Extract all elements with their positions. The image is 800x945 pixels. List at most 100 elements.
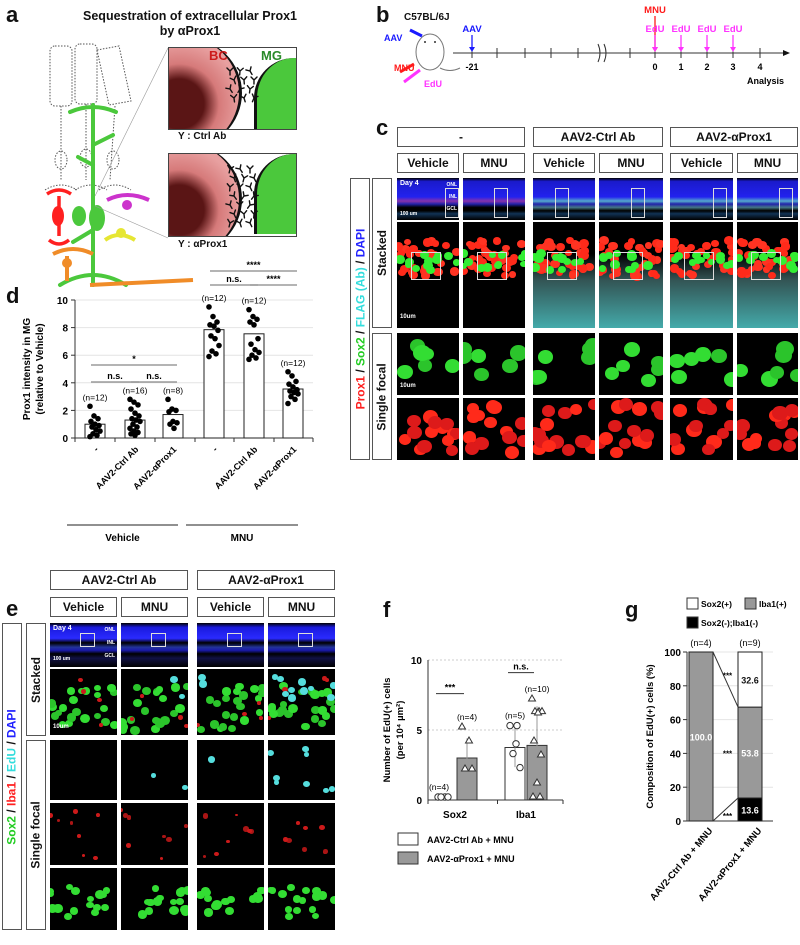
cell-nucleus	[790, 251, 798, 260]
cell-nucleus	[463, 266, 468, 276]
stain-name: Iba1	[5, 781, 20, 806]
cell-nucleus	[301, 745, 309, 753]
cell-nucleus	[397, 268, 406, 276]
antibody-shape	[235, 164, 243, 174]
chart-d: 0 2 4 6 8 10 Prox1 intensity in MG (relative to…	[22, 260, 314, 544]
cell-nucleus	[509, 345, 525, 361]
cell-nucleus	[534, 254, 544, 264]
cell-nucleus	[141, 687, 151, 696]
cell-nucleus	[329, 786, 335, 792]
cell-nucleus	[235, 702, 245, 711]
cell-nucleus	[312, 892, 322, 901]
cell-nucleus	[133, 684, 141, 691]
stain-name: DAPI	[353, 228, 367, 258]
cell-nucleus	[517, 240, 525, 248]
cell-nucleus	[212, 899, 223, 909]
legend-swatch	[397, 832, 419, 846]
cell-nucleus	[433, 267, 443, 277]
data-point	[87, 433, 93, 440]
cell-nucleus	[502, 359, 518, 374]
cell-nucleus	[301, 847, 308, 853]
antibody-icon	[241, 173, 249, 183]
cell-nucleus	[310, 715, 320, 724]
mouse-strain: C57BL/6J	[404, 12, 450, 23]
data-point	[288, 393, 294, 400]
y-tick-label: 2	[62, 406, 68, 417]
cell-nucleus	[483, 269, 491, 277]
stain-name: FLAG (Ab)	[353, 267, 367, 328]
cell-nucleus	[202, 813, 209, 819]
data-point	[91, 413, 97, 419]
cell-nucleus	[311, 706, 321, 715]
cell-nucleus	[725, 398, 733, 412]
cell-nucleus	[321, 676, 328, 681]
panel-g-label: g	[625, 597, 639, 622]
cell-nucleus	[253, 894, 263, 903]
antibody-shape	[241, 173, 249, 183]
cell-nucleus	[645, 242, 653, 249]
cell-nucleus	[444, 252, 453, 261]
cell-nucleus	[93, 903, 102, 912]
y-axis-label-line1: Prox1 intensity in MG	[22, 318, 33, 420]
cell-nucleus	[66, 713, 77, 722]
overview-micrograph	[463, 178, 525, 220]
data-point	[256, 349, 262, 356]
cell-nucleus	[651, 362, 663, 377]
cell-nucleus	[221, 897, 230, 906]
cell-nucleus	[151, 884, 160, 892]
bc-label: BC	[209, 48, 228, 63]
cell-nucleus	[68, 695, 78, 704]
cell-nucleus	[441, 434, 455, 447]
cell-nucleus	[406, 425, 422, 440]
antibody-shape	[245, 66, 253, 76]
data-point	[513, 721, 521, 730]
antibody-shape	[226, 183, 234, 192]
cell-nucleus	[768, 438, 782, 452]
antibody-icon	[250, 210, 258, 219]
cell-nucleus	[653, 256, 662, 264]
data-point	[131, 399, 137, 405]
row-label-text: Stacked	[29, 656, 43, 703]
cell-nucleus	[670, 264, 680, 273]
data-point	[89, 424, 95, 430]
cell-nucleus	[152, 689, 161, 697]
cell-nucleus	[613, 250, 621, 258]
significance-label: ***	[723, 672, 733, 681]
cell-nucleus	[90, 908, 99, 916]
cell-nucleus	[774, 416, 788, 429]
cell-nucleus	[546, 241, 556, 251]
scale-bar-label: 100 um	[53, 656, 71, 662]
data-point	[211, 323, 217, 330]
cell-nucleus	[610, 260, 620, 269]
cell-nucleus	[517, 435, 525, 448]
row-label-text: Single focal	[29, 801, 44, 869]
cell-nucleus	[649, 269, 658, 278]
cell-nucleus	[297, 678, 307, 686]
stacked-micrograph	[121, 669, 188, 735]
cell-nucleus	[426, 265, 436, 275]
cell-nucleus	[473, 367, 489, 381]
cell-nucleus	[579, 238, 590, 248]
y-tick-label: 0	[675, 817, 681, 828]
cell-nucleus	[204, 908, 214, 917]
cell-nucleus	[626, 424, 641, 438]
cell-nucleus	[238, 691, 249, 700]
cell-nucleus	[246, 828, 252, 834]
cell-nucleus	[311, 886, 321, 896]
cell-nucleus	[784, 404, 798, 418]
overview-micrograph	[670, 178, 733, 220]
cell-nucleus	[788, 265, 798, 274]
stacked-micrograph: 10um	[50, 669, 117, 735]
cell-nucleus	[71, 887, 81, 896]
cell-nucleus	[50, 712, 60, 720]
single-focal-prox1-micrograph	[397, 398, 459, 460]
cell-nucleus	[571, 241, 581, 250]
antibody-icon	[250, 76, 258, 85]
stacked-bar-segment	[737, 706, 763, 799]
cell-nucleus	[569, 403, 583, 415]
cell-nucleus	[702, 443, 715, 455]
timeline-tick-label: 4	[757, 62, 762, 72]
cell-nucleus	[615, 359, 630, 373]
cell-nucleus	[584, 440, 595, 454]
cell-nucleus	[288, 704, 299, 714]
